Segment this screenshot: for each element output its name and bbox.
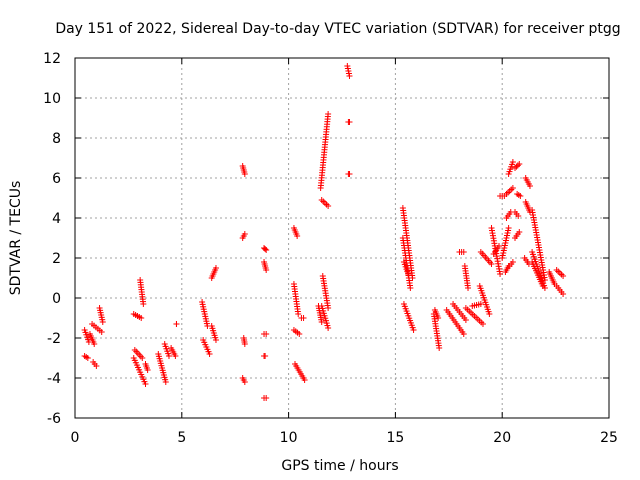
y-tick-label: 2 [52, 251, 61, 267]
x-tick-label: 20 [493, 430, 511, 446]
data-point [162, 379, 169, 385]
tick-labels: 0 5 10 15 20 25 -6 -4 -2 0 2 4 6 8 10 12 [43, 51, 618, 446]
data-point [477, 301, 484, 307]
data-point [325, 305, 332, 311]
data-point [138, 315, 145, 321]
y-tick-label: 0 [52, 291, 61, 307]
data-point [346, 171, 353, 177]
data-point [512, 165, 519, 171]
data-point [541, 285, 548, 291]
data-point [405, 271, 412, 277]
data-point [346, 73, 353, 79]
data-point [295, 311, 302, 317]
x-tick-label: 25 [600, 430, 618, 446]
data-points [81, 63, 567, 401]
data-point [515, 213, 522, 219]
data-point [296, 331, 303, 337]
data-point [462, 317, 469, 323]
data-point [91, 341, 98, 347]
data-point [241, 171, 248, 177]
data-point [93, 363, 100, 369]
data-point [517, 193, 524, 199]
data-point [407, 285, 414, 291]
y-tick-label: 12 [43, 51, 61, 67]
data-point [318, 319, 325, 325]
y-tick-label: 4 [52, 211, 61, 227]
data-point [140, 301, 147, 307]
data-point [465, 285, 472, 291]
data-point [516, 229, 523, 235]
data-point [325, 111, 332, 117]
y-tick-label: -6 [47, 411, 61, 427]
data-point [516, 161, 523, 167]
data-point [497, 271, 504, 277]
data-point [460, 331, 467, 337]
x-axis-title: GPS time / hours [281, 458, 398, 474]
data-point [325, 203, 332, 209]
data-point [144, 367, 151, 373]
data-point [262, 353, 269, 359]
data-point [263, 267, 270, 273]
data-point [212, 265, 219, 271]
data-point [99, 319, 106, 325]
data-point [513, 163, 520, 170]
data-point [172, 353, 179, 359]
grid-lines [75, 58, 609, 418]
data-point [263, 247, 270, 253]
data-point [460, 249, 467, 255]
data-point [495, 243, 502, 249]
data-point [173, 321, 180, 327]
data-point [526, 183, 533, 189]
data-point [435, 315, 442, 321]
data-point [560, 291, 567, 297]
data-point [206, 351, 213, 357]
data-point [263, 395, 270, 401]
data-point [436, 345, 443, 351]
y-tick-label: 6 [52, 171, 61, 187]
data-point [541, 277, 548, 283]
y-tick-label: -2 [47, 331, 61, 347]
data-point [84, 355, 91, 361]
y-axis-title: SDTVAR / TECUs [8, 181, 24, 296]
data-point [142, 381, 149, 387]
data-point [212, 337, 219, 343]
data-point [514, 162, 521, 169]
data-point [410, 327, 417, 333]
data-point [509, 159, 516, 165]
data-point [241, 379, 248, 385]
x-tick-label: 5 [177, 430, 186, 446]
data-point [98, 329, 105, 335]
data-point [262, 246, 269, 252]
data-point [346, 119, 353, 125]
data-point [509, 259, 516, 265]
data-point [509, 185, 516, 191]
data-point [139, 355, 146, 361]
data-point [294, 233, 301, 239]
data-point [241, 341, 248, 347]
data-point [560, 273, 567, 279]
chart-title: Day 151 of 2022, Sidereal Day-to-day VTE… [55, 21, 620, 37]
data-point [263, 331, 270, 337]
data-point [479, 321, 486, 327]
y-tick-label: 10 [43, 91, 61, 107]
data-point [488, 261, 495, 267]
x-tick-label: 0 [71, 430, 80, 446]
x-tick-label: 15 [386, 430, 404, 446]
data-point [486, 311, 493, 317]
plot-frame [74, 57, 610, 419]
data-point [165, 353, 172, 359]
x-tick-label: 10 [280, 430, 298, 446]
data-point [325, 325, 332, 331]
data-point [241, 231, 248, 237]
axis-ticks [74, 57, 610, 419]
y-tick-label: 8 [52, 131, 61, 147]
data-point [301, 377, 308, 383]
y-tick-label: -4 [47, 371, 61, 387]
data-point [300, 315, 307, 321]
data-point [505, 225, 512, 231]
